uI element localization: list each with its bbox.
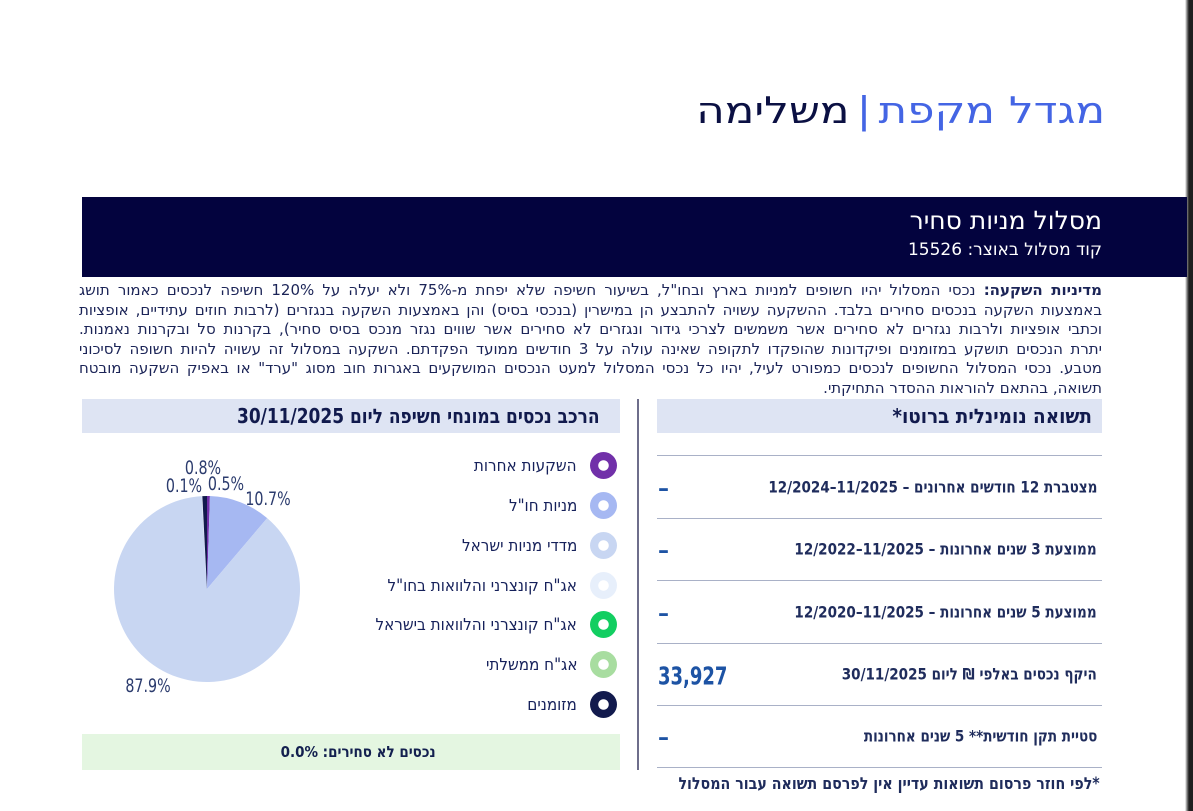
returns-footnote: *לפי חוזר פרסום תשואות עדיין אין לפרסם ת… [678, 774, 1100, 793]
legend-swatch-icon [590, 651, 617, 678]
legend-item: אג"ח קונצרני והלוואות בישראל [358, 611, 617, 638]
legend-swatch-icon [590, 611, 617, 638]
policy-lead: מדיניות השקעה: [983, 281, 1102, 299]
policy-line: מדיניות השקעה: נכסי המסלול יהיו חשופים ל… [79, 281, 1102, 301]
legend-item: מדדי מניות ישראל [452, 532, 617, 559]
page-title-suffix: משלימה [696, 89, 850, 132]
legend-label: אג"ח קונצרני והלוואות בחו"ל [387, 576, 577, 595]
track-name: מסלול מניות סחיר [909, 206, 1102, 235]
window-edge-strip [1185, 0, 1193, 811]
returns-panel-heading: תשואה נומינלית ברוטו* [657, 399, 1102, 433]
returns-value: – [658, 538, 669, 564]
policy-line-text: נכסי המסלול יהיו חשופים למניות בארץ ובחו… [79, 281, 976, 299]
legend-item: מניות חו"ל [503, 492, 617, 519]
returns-row: ממוצעת 5 שנים אחרונות – 12/2020‎–‎11/202… [657, 580, 1102, 643]
pie-slice-label: 87.9% [125, 675, 171, 697]
panel-divider-line [637, 399, 639, 770]
policy-line: תשואה, בהתאם להוראות ההסדר התחיקתי. [823, 378, 1102, 397]
asset-allocation-pie-chart [114, 496, 300, 682]
returns-value: – [658, 601, 669, 627]
returns-row-label: מצטברת 12 חודשים אחרונים – 12/2024‎–‎11/… [767, 477, 1097, 497]
policy-line: וכתבי אופציות ולרבות נגזרים לא סחירים אש… [79, 320, 1102, 339]
returns-row: ממוצעת 3 שנים אחרונות – 12/2022‎–‎11/202… [657, 517, 1102, 581]
assets-panel-heading: הרכב נכסים במונחי חשיפה ליום 30/11/2025 [82, 399, 620, 433]
track-treasury-code: קוד מסלול באוצר: 15526 [907, 240, 1102, 260]
legend-label: מזומנים [527, 695, 577, 714]
returns-row-label: היקף נכסים באלפי ₪ ליום 30/11/2025 [842, 664, 1097, 684]
total-assets-value: 33,927 [658, 661, 728, 691]
returns-row: מצטברת 12 חודשים אחרונים – 12/2024‎–‎11/… [657, 455, 1102, 518]
legend-label: מניות חו"ל [508, 496, 577, 515]
legend-swatch-icon [590, 572, 617, 599]
returns-row-label: סטיית תקן חודשית** 5 שנים אחרונות [863, 726, 1097, 746]
legend-swatch-icon [590, 691, 617, 718]
returns-row: היקף נכסים באלפי ₪ ליום 30/11/2025 33,92… [657, 642, 1102, 706]
pie-slice-label: 0.5% [207, 473, 245, 495]
non-tradable-assets-note: נכסים לא סחירים: 0.0% [82, 734, 620, 770]
legend-label: מדדי מניות ישראל [461, 536, 577, 555]
legend-label: אג"ח קונצרני והלוואות בישראל [375, 615, 577, 634]
track-header-band: מסלול מניות סחיר קוד מסלול באוצר: 15526 [82, 197, 1187, 277]
investment-policy-paragraph: מדיניות השקעה: נכסי המסלול יהיו חשופים ל… [79, 281, 1102, 399]
page-title: מגדל מקפת|משלימה [696, 89, 1105, 132]
page-title-separator: | [856, 89, 872, 132]
returns-row: סטיית תקן חודשית** 5 שנים אחרונות – [657, 705, 1102, 768]
legend-swatch-icon [590, 492, 617, 519]
policy-line: מטבע. נכסי המסלול החשופים לנכסים כמפורט … [79, 359, 1102, 378]
legend-item: אג"ח ממשלתי [478, 651, 617, 678]
assets-panel-heading-label: הרכב נכסים במונחי חשיפה ליום 30/11/2025 [237, 404, 600, 428]
page-title-brand: מגדל מקפת [878, 89, 1105, 132]
returns-row-label: ממוצעת 3 שנים אחרונות – 12/2022‎–‎11/202… [794, 539, 1097, 559]
pie-slice-label: 0.8% [184, 457, 222, 479]
pie-slice-label: 0.1% [165, 475, 203, 497]
pie-slice-label: 10.7% [245, 488, 291, 510]
policy-line: באמצעות השקעה בנכסים סחירים בלבד. ההשקעה… [79, 300, 1102, 319]
returns-table: מצטברת 12 חודשים אחרונים – 12/2024‎–‎11/… [657, 455, 1102, 768]
legend-swatch-icon [590, 532, 617, 559]
legend-item: מזומנים [523, 691, 617, 718]
legend-item: השקעות אחרות [465, 452, 617, 479]
non-tradable-assets-note-label: נכסים לא סחירים: 0.0% [280, 743, 436, 761]
returns-value: – [658, 725, 669, 751]
legend-item: אג"ח קונצרני והלוואות בחו"ל [371, 572, 617, 599]
returns-row-label: ממוצעת 5 שנים אחרונות – 12/2020‎–‎11/202… [794, 602, 1097, 622]
legend-label: אג"ח ממשלתי [485, 655, 577, 674]
legend-label: השקעות אחרות [474, 456, 577, 475]
returns-value: – [658, 476, 669, 502]
policy-line: יתרת הנכסים תושקע במזומנים ופיקדונות שהו… [79, 339, 1102, 358]
returns-panel-heading-label: תשואה נומינלית ברוטו* [892, 404, 1092, 428]
legend-swatch-icon [590, 452, 617, 479]
